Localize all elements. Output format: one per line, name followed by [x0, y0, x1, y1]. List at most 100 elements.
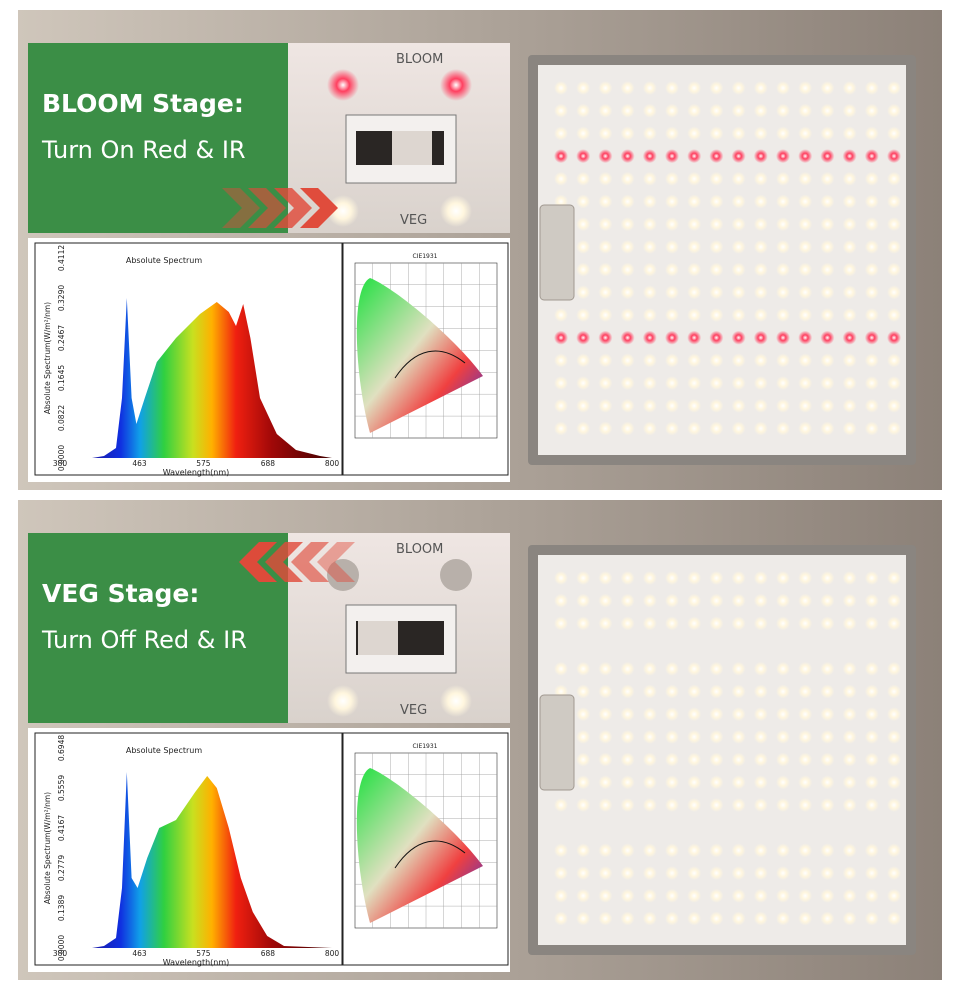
x-tick-label: 463 [132, 949, 147, 958]
led [554, 911, 568, 926]
led [665, 330, 679, 345]
switch-knob [392, 131, 432, 165]
led [887, 239, 901, 254]
led [642, 330, 657, 345]
led [842, 571, 857, 585]
led [842, 888, 857, 903]
led [842, 308, 857, 322]
led [864, 149, 879, 164]
led [842, 707, 857, 722]
led [709, 888, 724, 903]
led [842, 684, 857, 699]
led [665, 81, 679, 95]
led [620, 571, 635, 585]
led [598, 81, 613, 95]
led [642, 353, 657, 368]
cie-gamut [356, 768, 483, 923]
led [798, 843, 813, 858]
led [665, 911, 679, 926]
led [887, 707, 901, 722]
led [598, 421, 613, 436]
led [554, 616, 568, 631]
led [731, 593, 746, 608]
led [842, 398, 857, 413]
led [665, 308, 679, 322]
switch-led [327, 195, 359, 227]
led [776, 285, 790, 300]
led [864, 798, 879, 812]
y-tick-label: 0.0000 [57, 445, 66, 471]
led [665, 616, 679, 631]
led [576, 866, 591, 881]
led [731, 866, 746, 881]
led [598, 398, 613, 413]
led [687, 752, 702, 767]
led [864, 752, 879, 767]
led [709, 217, 724, 232]
led [842, 752, 857, 767]
led [598, 239, 613, 254]
led [620, 194, 635, 209]
led [554, 149, 568, 164]
x-tick-label: 688 [261, 459, 276, 468]
led [753, 798, 768, 812]
led [776, 843, 790, 858]
led [709, 239, 724, 254]
led [665, 752, 679, 767]
led [554, 571, 568, 585]
led [687, 398, 702, 413]
led [798, 593, 813, 608]
led [709, 171, 724, 186]
led [820, 911, 835, 926]
chevron [274, 188, 312, 228]
led [820, 398, 835, 413]
led [642, 707, 657, 722]
led [776, 239, 790, 254]
led [798, 398, 813, 413]
led [798, 707, 813, 722]
led [620, 308, 635, 322]
led [731, 149, 746, 164]
led [620, 798, 635, 812]
led [753, 593, 768, 608]
led [598, 262, 613, 277]
chevron [248, 188, 286, 228]
led [665, 684, 679, 699]
led [598, 217, 613, 232]
led [665, 149, 679, 164]
led [731, 285, 746, 300]
led [687, 171, 702, 186]
led [842, 843, 857, 858]
led [620, 421, 635, 436]
led [709, 330, 724, 345]
x-tick-label: 688 [261, 949, 276, 958]
led [753, 421, 768, 436]
led [709, 126, 724, 141]
led [576, 571, 591, 585]
led [709, 81, 724, 95]
led [776, 398, 790, 413]
led [620, 684, 635, 699]
led [598, 171, 613, 186]
led [842, 616, 857, 631]
led [864, 194, 879, 209]
led [620, 149, 635, 164]
led [731, 798, 746, 812]
led [620, 616, 635, 631]
led [887, 285, 901, 300]
led [887, 353, 901, 368]
led [731, 217, 746, 232]
led [731, 752, 746, 767]
led [753, 571, 768, 585]
led [820, 616, 835, 631]
led [887, 661, 901, 676]
led-panel [538, 65, 906, 455]
led [820, 308, 835, 322]
led [642, 239, 657, 254]
led [864, 81, 879, 95]
led [709, 571, 724, 585]
cie-locus [394, 840, 466, 869]
led [887, 798, 901, 812]
led [776, 888, 790, 903]
